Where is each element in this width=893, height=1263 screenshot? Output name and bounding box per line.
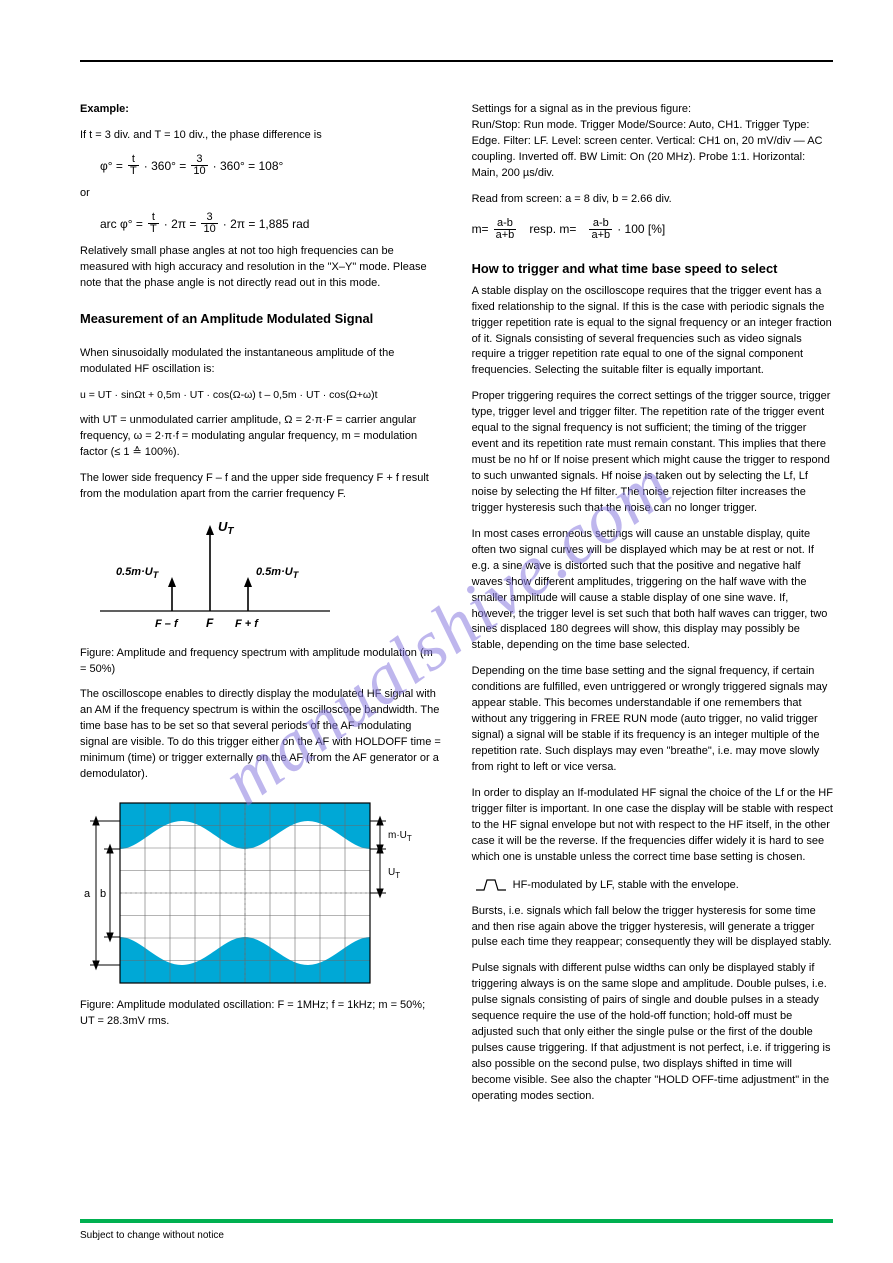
am-equation: u = UT · sinΩt + 0,5m · UT · cos(Ω-ω) t … xyxy=(80,388,441,403)
am-eq-label: When sinusoidally modulated the instanta… xyxy=(80,346,441,378)
example-line1: If t = 3 div. and T = 10 div., the phase… xyxy=(80,128,441,144)
svg-text:UT: UT xyxy=(218,519,234,537)
phi-symbol: φ° = xyxy=(100,158,123,175)
f1-den2: 10 xyxy=(191,166,207,178)
svg-text:0.5m·UT: 0.5m·UT xyxy=(256,566,300,580)
formula-phi-rad: arc φ° = tT · 2π = 310 · 2π = 1,885 rad xyxy=(100,212,441,236)
if-curve-line: HF-modulated by LF, stable with the enve… xyxy=(472,876,833,894)
trigger-p3: In most cases erroneous settings will ca… xyxy=(472,527,833,655)
or-line: or xyxy=(80,186,441,202)
mf-tail: · 100 [%] xyxy=(617,221,665,238)
footer-bar xyxy=(80,1219,833,1223)
svg-text:F: F xyxy=(206,616,214,630)
scope-caption: Figure: Amplitude modulated oscillation:… xyxy=(80,998,441,1030)
f2-mult1: · 2π = xyxy=(164,216,197,233)
f1-den1: T xyxy=(128,166,139,178)
content-row: Example: If t = 3 div. and T = 10 div., … xyxy=(80,102,833,1115)
header-rule xyxy=(80,60,833,62)
filter-para: In order to display an If-modulated HF s… xyxy=(472,786,833,866)
am-legend: with UT = unmodulated carrier amplitude,… xyxy=(80,413,441,461)
mf-mid: resp. m= xyxy=(529,221,576,238)
footer-text: Subject to change without notice xyxy=(80,1229,833,1243)
svg-text:F + f: F + f xyxy=(235,618,259,630)
f2-pre: arc φ° = xyxy=(100,216,143,233)
example-block: Example: If t = 3 div. and T = 10 div., … xyxy=(80,102,441,292)
svg-text:F – f: F – f xyxy=(155,618,179,630)
scope-diagram: a b m·UT xyxy=(80,793,420,993)
f2-den2: 10 xyxy=(201,224,217,236)
trigger-heading: How to trigger and what time base speed … xyxy=(472,260,833,278)
if-curve-caption: HF-modulated by LF, stable with the enve… xyxy=(513,879,739,891)
scope-intro: The oscilloscope enables to directly dis… xyxy=(80,687,441,783)
svg-text:0.5m·UT: 0.5m·UT xyxy=(116,566,160,580)
footer: Subject to change without notice xyxy=(80,1219,833,1243)
trigger-p4: Depending on the time base setting and t… xyxy=(472,664,833,776)
f2-tail: · 2π = 1,885 rad xyxy=(223,216,310,233)
svg-text:a: a xyxy=(84,888,91,900)
right-column: Settings for a signal as in the previous… xyxy=(472,102,833,1115)
trigger-p2: Proper triggering requires the correct s… xyxy=(472,389,833,517)
formula-phi-deg: φ° = tT · 360° = 310 · 360° = 108° xyxy=(100,154,441,178)
am-heading-block: Measurement of an Amplitude Modulated Si… xyxy=(80,310,441,328)
spectrum-diagram: UT 0.5m·UT 0.5m·UT F – f F F + f xyxy=(80,513,340,641)
small-angles-para: Relatively small phase angles at not too… xyxy=(80,244,441,292)
readoff-para: Read from screen: a = 8 div, b = 2.66 di… xyxy=(472,192,833,208)
f2-den1: T xyxy=(148,224,159,236)
settings-para: Settings for a signal as in the previous… xyxy=(472,102,833,182)
bursts-para: Bursts, i.e. signals which fall below th… xyxy=(472,904,833,952)
figspec-caption: Figure: Amplitude and frequency spectrum… xyxy=(80,646,441,678)
mf-pre1: m= xyxy=(472,221,489,238)
pulses-para: Pulse signals with different pulse width… xyxy=(472,961,833,1104)
am-heading: Measurement of an Amplitude Modulated Si… xyxy=(80,310,441,328)
svg-text:m·UT: m·UT xyxy=(388,830,412,843)
left-column: Example: If t = 3 div. and T = 10 div., … xyxy=(80,102,441,1115)
f1-mult1: · 360° = xyxy=(144,158,187,175)
mf-den1: a+b xyxy=(494,230,517,242)
f1-tail: · 360° = 108° xyxy=(213,158,284,175)
mod-formula: m= a-ba+b resp. m= a-ba+b · 100 [%] xyxy=(472,218,833,242)
mf-den2: a+b xyxy=(589,230,612,242)
trigger-p1: A stable display on the oscilloscope req… xyxy=(472,284,833,380)
spectrum-caption-pre: The lower side frequency F – f and the u… xyxy=(80,471,441,503)
svg-text:b: b xyxy=(100,888,106,900)
if-curve-icon xyxy=(472,876,510,894)
example-heading: Example: xyxy=(80,103,129,115)
svg-text:UT: UT xyxy=(388,867,400,880)
